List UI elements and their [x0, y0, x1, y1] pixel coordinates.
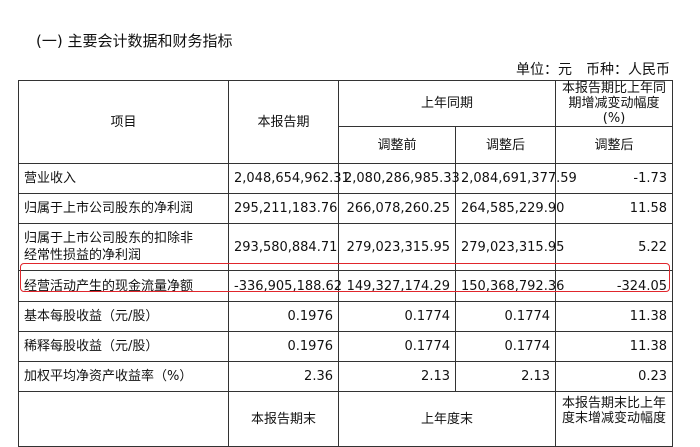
header-line: 本报告期比上年同: [562, 81, 667, 96]
currency: 币种：人民币: [586, 62, 670, 78]
subheader-cell: 调整后: [454, 126, 557, 164]
data-row: 归属于上市公司股东的扣除非经常性损益的净利润 293,580,884.71 279,…: [18, 223, 674, 271]
row-label: 加权平均净资产收益率（%）: [24, 369, 193, 384]
data-row: 加权平均净资产收益率（%） 2.36 2.13 2.13 0.23: [18, 361, 674, 392]
value-cell: 0.1774: [338, 301, 456, 332]
value-cell: 11.58: [555, 193, 674, 224]
unit: 单位：元: [516, 62, 572, 78]
value-cell: 2.13: [454, 361, 557, 392]
footer-header-row: 本报告期末 上年度末 本报告期末比上年 度末增减变动幅度: [18, 391, 674, 447]
value-cell: 0.1976: [228, 331, 339, 362]
value-cell: 2.13: [338, 361, 456, 392]
value-cell: 150,368,792.36: [454, 270, 564, 302]
header-line: (%): [602, 111, 626, 126]
data-row: 归属于上市公司股东的净利润 295,211,183.76 266,078,260.2…: [18, 193, 674, 224]
footer-header-line: 本报告期末比上年: [562, 396, 667, 411]
header-row: 项目 本报告期 上年同期 本报告期比上年同 期增减变动幅度 (%): [18, 80, 674, 164]
value-cell: 0.1774: [454, 301, 557, 332]
value-cell: 0.1976: [228, 301, 339, 332]
value-cell: 293,580,884.71: [228, 223, 339, 271]
empty-cell: [18, 391, 229, 447]
row-label-cell: 经营活动产生的现金流量净额: [18, 270, 229, 302]
header-cell: 上年同期: [337, 80, 557, 127]
value-cell: 2.36: [228, 361, 339, 392]
subheader-row: 调整前 调整后 调整后: [19, 126, 674, 164]
header-cell: 本报告期比上年同 期增减变动幅度 (%): [555, 80, 674, 127]
value-cell: 11.38: [555, 301, 674, 332]
subheader-cell: 调整后: [555, 126, 674, 164]
data-row: 稀释每股收益（元/股） 0.1976 0.1774 0.1774 11.38: [18, 331, 674, 362]
value-cell: 266,078,260.25: [338, 193, 456, 224]
data-row: 基本每股收益（元/股） 0.1976 0.1774 0.1774 11.38: [18, 301, 674, 332]
row-label: 基本每股收益（元/股）: [24, 309, 159, 324]
value-cell: 0.1774: [338, 331, 456, 362]
row-label: 营业收入: [24, 171, 77, 186]
unit-line: 单位：元 币种：人民币: [502, 59, 670, 79]
value-cell: 279,023,315.95: [454, 223, 564, 271]
value-cell: -324.05: [555, 270, 674, 302]
data-row: 营业收入 2,048,654,962.31 2,080,286,985.33 2,08…: [18, 163, 674, 194]
row-label: 归属于上市公司股东的扣除非经常性损益的净利润: [24, 231, 194, 263]
value-cell: 0.23: [555, 361, 674, 392]
value-cell: -1.73: [555, 163, 674, 194]
row-label-cell: 加权平均净资产收益率（%）: [18, 361, 229, 392]
data-row: 经营活动产生的现金流量净额 -336,905,188.62 149,327,174.…: [18, 270, 674, 302]
table-body: 项目 本报告期 上年同期 本报告期比上年同 期增减变动幅度 (%) 调整前 调整后 …: [18, 80, 674, 447]
row-label: 归属于上市公司股东的净利润: [24, 201, 194, 216]
value-cell: 5.22: [555, 223, 674, 271]
row-label-cell: 基本每股收益（元/股）: [18, 301, 229, 332]
header-line: 期增减变动幅度: [568, 96, 660, 111]
subheader-cell: 调整前: [338, 126, 456, 164]
value-cell: -336,905,188.62: [228, 270, 342, 302]
header-cell: 项目: [18, 80, 229, 164]
value-cell: 264,585,229.90: [454, 193, 564, 224]
section-title: (一) 主要会计数据和财务指标: [36, 32, 233, 50]
footer-header-line: 度末增减变动幅度: [562, 411, 667, 426]
value-cell: 295,211,183.76: [228, 193, 339, 224]
footer-header-cell: 本报告期末比上年 度末增减变动幅度: [555, 391, 674, 447]
row-label-cell: 归属于上市公司股东的扣除非经常性损益的净利润: [18, 223, 229, 271]
value-cell: 2,084,691,377.59: [454, 163, 577, 194]
financial-table: 项目 本报告期 上年同期 本报告期比上年同 期增减变动幅度 (%) 调整前 调整后 …: [18, 80, 674, 447]
value-cell: 2,048,654,962.31: [228, 163, 350, 194]
value-cell: 279,023,315.95: [338, 223, 456, 271]
page: {"header": {"title": "(一) 主要会计数据和财务指标", …: [18, 32, 674, 447]
value-cell: 11.38: [555, 331, 674, 362]
row-label: 稀释每股收益（元/股）: [24, 339, 159, 354]
row-label-cell: 稀释每股收益（元/股）: [18, 331, 229, 362]
row-label-cell: 营业收入: [18, 163, 229, 194]
header-cell: 本报告期: [228, 80, 339, 164]
value-cell: 0.1774: [454, 331, 557, 362]
footer-header-cell: 上年度末: [337, 391, 557, 447]
row-label: 经营活动产生的现金流量净额: [24, 278, 194, 294]
value-cell: 2,080,286,985.33: [338, 163, 460, 194]
row-label-cell: 归属于上市公司股东的净利润: [18, 193, 229, 224]
value-cell: 149,327,174.29: [338, 270, 456, 302]
footer-header-cell: 本报告期末: [228, 391, 339, 447]
